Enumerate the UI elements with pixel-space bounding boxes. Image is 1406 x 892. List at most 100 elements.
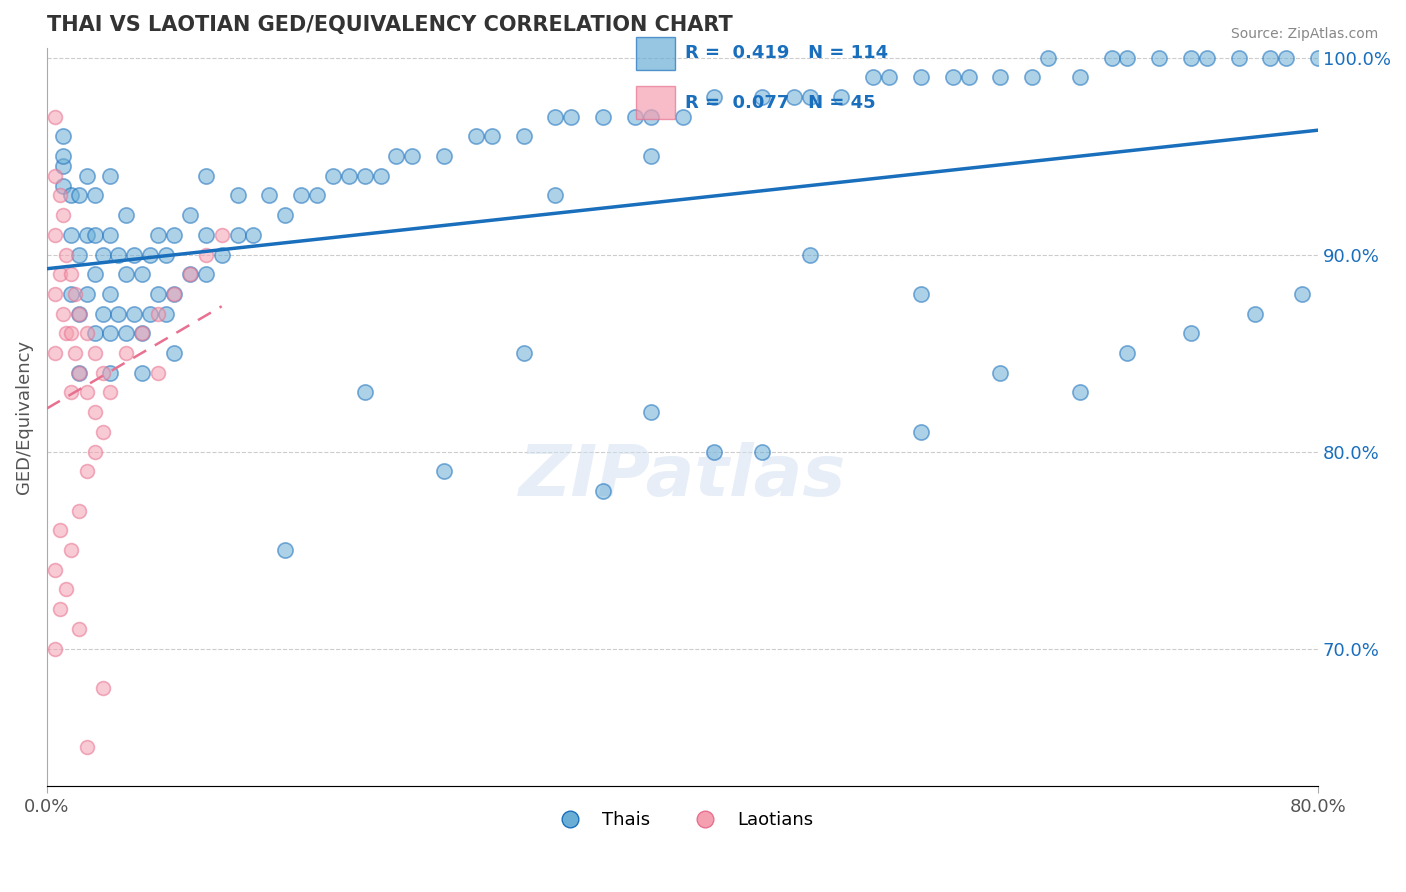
Point [703,444,725,458]
Text: ZIPatlas: ZIPatlas [519,442,846,511]
Point [67,366,90,380]
Point [957,70,980,85]
Point [179,208,201,222]
Point [146,227,169,242]
Point [83,267,105,281]
Point [942,70,965,85]
Point [52,208,75,222]
Point [100,287,122,301]
Point [194,169,217,183]
Point [155,307,177,321]
Point [76,326,98,341]
Point [862,70,884,85]
Point [988,70,1011,85]
Point [274,543,297,558]
Point [163,287,186,301]
Point [55,247,77,261]
Text: Source: ZipAtlas.com: Source: ZipAtlas.com [1230,27,1378,41]
Point [179,267,201,281]
Point [48,188,70,202]
Point [194,227,217,242]
Point [385,149,408,163]
Point [163,227,186,242]
Point [44,563,66,577]
Point [1275,50,1298,64]
Point [52,307,75,321]
Point [274,208,297,222]
Point [139,247,162,261]
Point [799,90,821,104]
Point [146,366,169,380]
Point [59,227,82,242]
Point [988,366,1011,380]
Point [640,405,662,419]
Point [91,307,114,321]
Point [131,326,153,341]
Point [512,129,534,144]
Legend: Thais, Laotians: Thais, Laotians [544,804,821,837]
Point [48,267,70,281]
Point [465,129,488,144]
Point [76,227,98,242]
Point [59,267,82,281]
Point [640,149,662,163]
Point [83,346,105,360]
Point [83,326,105,341]
Point [67,622,90,636]
Point [703,90,725,104]
Point [91,425,114,439]
Point [592,110,614,124]
Point [65,346,87,360]
Point [353,169,375,183]
Point [59,326,82,341]
Point [83,444,105,458]
Point [1180,326,1202,341]
Point [1036,50,1059,64]
Point [59,543,82,558]
Text: THAI VS LAOTIAN GED/EQUIVALENCY CORRELATION CHART: THAI VS LAOTIAN GED/EQUIVALENCY CORRELAT… [46,15,733,35]
Point [1260,50,1282,64]
Point [52,159,75,173]
Point [115,326,138,341]
Point [544,110,567,124]
Point [124,247,146,261]
Point [100,385,122,400]
Point [44,110,66,124]
Point [48,524,70,538]
Point [337,169,360,183]
Point [76,169,98,183]
Point [52,149,75,163]
Point [1291,287,1313,301]
Point [910,425,932,439]
Point [100,326,122,341]
Point [76,385,98,400]
Point [433,464,456,478]
Point [481,129,503,144]
Point [52,178,75,193]
Point [67,307,90,321]
Point [1116,50,1139,64]
Point [67,247,90,261]
Point [910,287,932,301]
Point [115,346,138,360]
Point [115,208,138,222]
Point [107,247,129,261]
Point [76,464,98,478]
Point [59,287,82,301]
Text: R =  0.077   N = 45: R = 0.077 N = 45 [685,94,876,112]
Point [100,227,122,242]
Point [91,366,114,380]
Point [194,247,217,261]
Point [751,444,773,458]
Point [512,346,534,360]
Point [100,366,122,380]
Point [259,188,281,202]
Point [370,169,392,183]
Point [560,110,582,124]
Point [155,247,177,261]
Point [671,110,693,124]
Point [1243,307,1265,321]
Point [1101,50,1123,64]
FancyBboxPatch shape [636,37,675,70]
Point [146,307,169,321]
